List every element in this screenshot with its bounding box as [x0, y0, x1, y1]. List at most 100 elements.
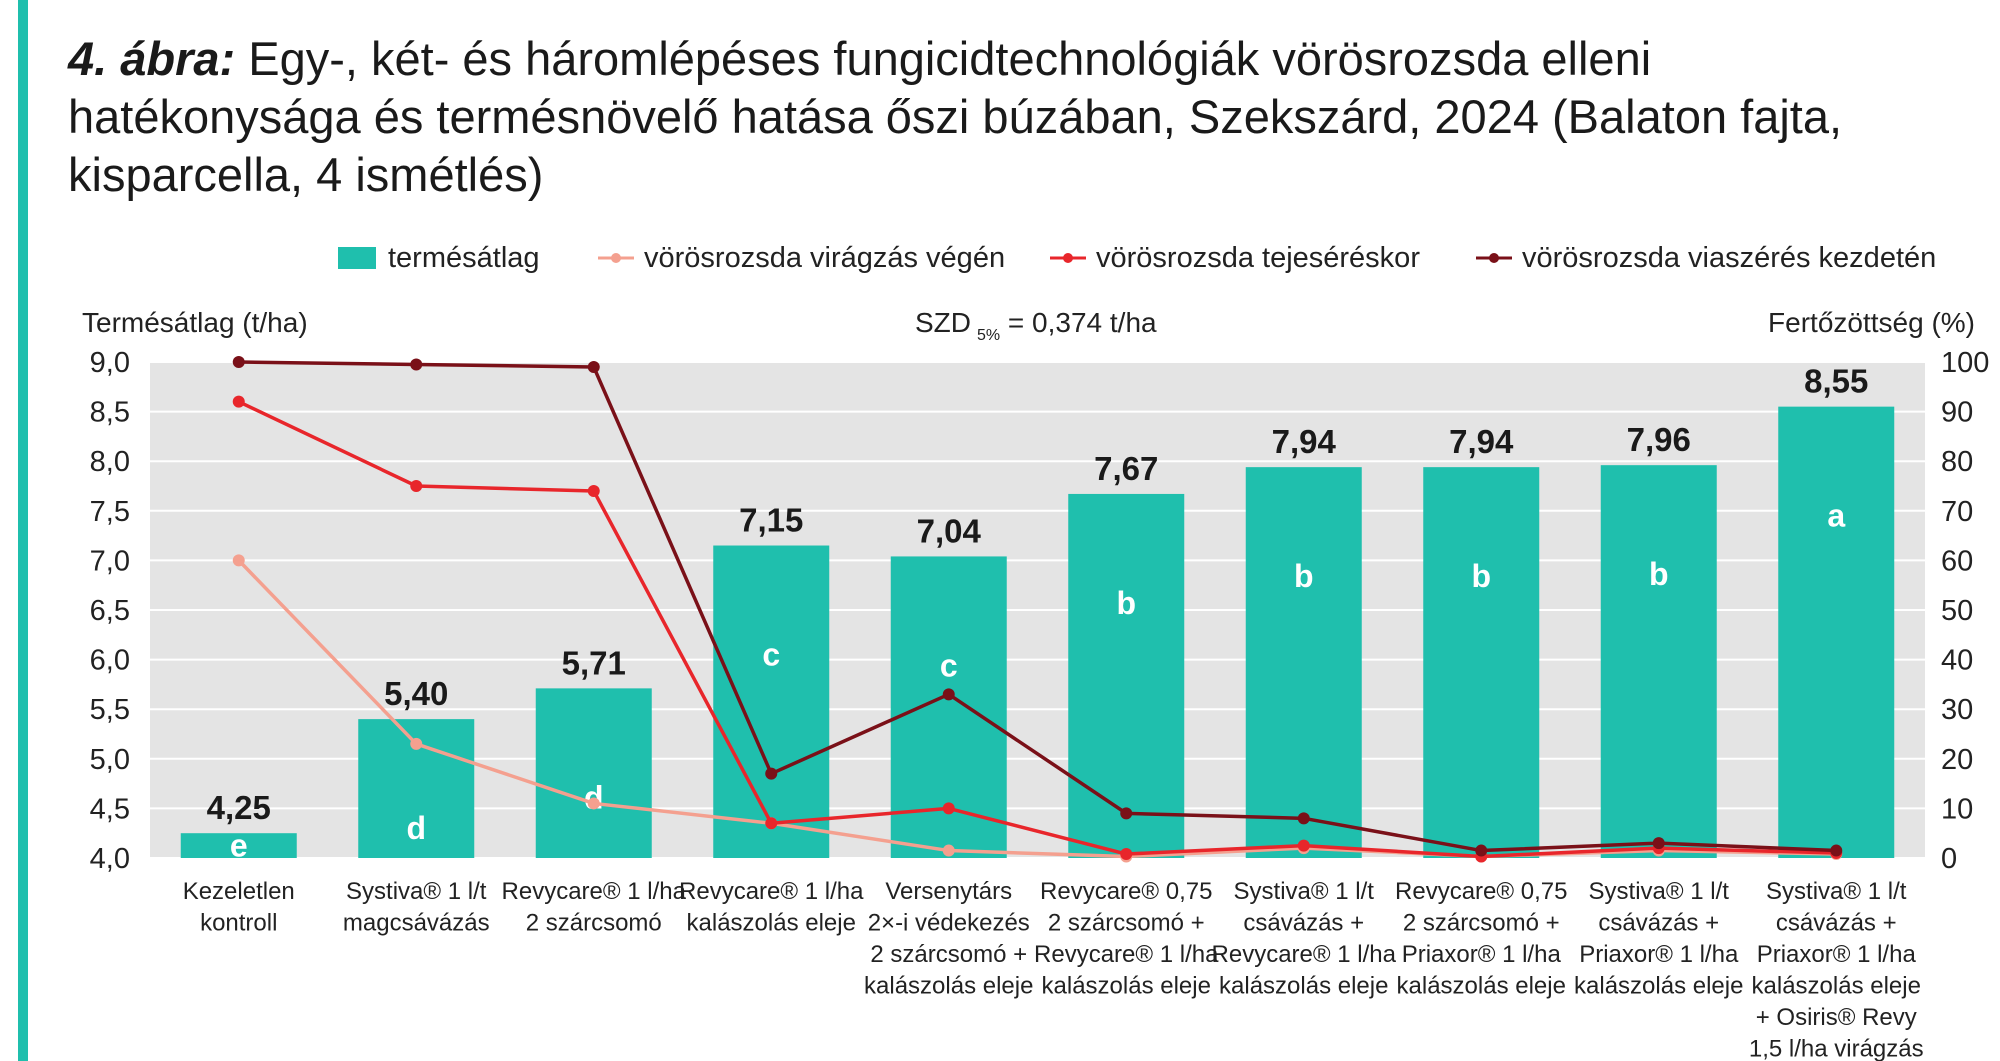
y-right-tick-label: 10: [1941, 793, 1973, 825]
y-left-tick-label: 8,0: [90, 446, 130, 478]
bar-significance-letter: d: [584, 779, 604, 815]
line-point: [232, 356, 245, 368]
line-point: [1475, 844, 1488, 857]
y-right-tick-label: 80: [1941, 446, 1973, 478]
line-point: [587, 797, 600, 810]
legend-swatch-viragzas: [598, 253, 634, 263]
title-line-2: hatékonysága és termésnövelő hatása őszi…: [68, 90, 1843, 143]
y-left-tick-label: 6,0: [90, 645, 130, 677]
x-category-label: magcsávázás: [343, 910, 490, 937]
y-right-tick-label: 40: [1941, 645, 1973, 677]
legend-label-viragzas: vörösrozsda virágzás végén: [644, 241, 1006, 274]
bar-value-label: 7,67: [1094, 450, 1158, 487]
bar-significance-letter: b: [1471, 558, 1491, 594]
x-category-label: Systiva® 1 l/t: [1589, 878, 1730, 905]
y-left-tick-label: 8,5: [90, 397, 130, 429]
line-point: [232, 554, 245, 567]
line-point: [1297, 812, 1310, 825]
line-series-2: [237, 400, 1837, 859]
x-category-label: Priaxor® 1 l/ha: [1579, 941, 1739, 968]
x-category-label: Revycare® 0,75: [1395, 878, 1567, 905]
y-left-tick-label: 7,0: [90, 545, 130, 577]
bar-significance-letter: b: [1649, 556, 1669, 592]
szd-value: = 0,374 t/ha: [1000, 307, 1157, 338]
x-category-label: kalászolás eleje: [1574, 973, 1743, 1000]
x-category-label: 1,5 l/ha virágzás: [1749, 1036, 1924, 1061]
x-category-label: Systiva® 1 l/t: [346, 878, 487, 905]
bar-value-label: 4,25: [207, 789, 271, 826]
x-category-label: Kezeletlen: [183, 878, 295, 905]
line-point: [765, 817, 778, 830]
y-right-tick-label: 70: [1941, 496, 1973, 528]
title-line-3: kisparcella, 4 ismétlés): [68, 148, 544, 201]
bar-significance-letter: c: [940, 647, 958, 683]
bar-significance-letter: c: [762, 637, 780, 673]
x-category-label: Versenytárs: [885, 878, 1012, 905]
szd-annotation: SZD 5% = 0,374 t/ha: [915, 307, 1157, 344]
line-point: [942, 802, 955, 815]
x-category-label: csávázás +: [1776, 910, 1897, 937]
plot-area: 4,0 0 4,5 10 5,0 20 5,5 30 6,0 40 6,5 50 7,0 60 7,5 70 8…: [90, 347, 1990, 1061]
bar-value-label: 7,04: [917, 512, 982, 549]
x-category-label: kalászolás eleje: [1219, 973, 1388, 1000]
bar: [1245, 467, 1362, 858]
x-category-label: Priaxor® 1 l/ha: [1402, 941, 1562, 968]
legend-item-tejeseres: vörösrozsda tejeséréskor: [1050, 238, 1420, 278]
bar-significance-letter: b: [1116, 585, 1136, 621]
bar-significance-letter: d: [406, 810, 426, 846]
bar-value-label: 5,71: [562, 644, 626, 681]
x-category-label: kalászolás eleje: [1042, 973, 1211, 1000]
x-category-label: Revycare® 0,75: [1040, 878, 1212, 905]
line-point: [587, 360, 600, 373]
legend-swatch-viaszeres: [1476, 253, 1512, 263]
bar-significance-letter: b: [1294, 558, 1314, 594]
line-point: [942, 844, 955, 857]
x-category-label: Priaxor® 1 l/ha: [1757, 941, 1917, 968]
bar: [1068, 493, 1185, 858]
bar-significance-letter: e: [230, 828, 248, 864]
x-category-label: kalászolás eleje: [687, 910, 856, 937]
line-point: [1120, 807, 1133, 820]
legend-swatch-tejeseres: [1050, 253, 1086, 263]
bar: [1600, 465, 1717, 858]
legend-label-viaszeres: vörösrozsda viaszérés kezdetén: [1522, 241, 1937, 274]
y-right-tick-label: 100: [1941, 347, 1989, 379]
bar: [535, 688, 652, 858]
bar-value-label: 8,55: [1804, 363, 1868, 400]
y-left-tick-label: 4,0: [90, 843, 130, 875]
x-category-label: 2 szárcsomó: [526, 910, 662, 937]
y-left-tick-label: 5,0: [90, 744, 130, 776]
bar-value-label: 7,94: [1272, 423, 1337, 460]
x-category-label: 2 szárcsomó +: [1403, 910, 1560, 937]
y-right-tick-label: 30: [1941, 694, 1973, 726]
y-right-tick-label: 20: [1941, 744, 1973, 776]
x-category-label: kontroll: [200, 910, 277, 937]
x-category-label: csávázás +: [1598, 910, 1719, 937]
x-category-label: Revycare® 1 l/ha: [1212, 941, 1397, 968]
y-left-tick-label: 6,5: [90, 595, 130, 627]
y-left-axis-label: Termésátlag (t/ha): [82, 307, 308, 338]
title-line-1: Egy-, két- és háromlépéses fungicidtechn…: [235, 32, 1652, 85]
x-category-label: kalászolás eleje: [1397, 973, 1566, 1000]
line-point: [942, 688, 955, 701]
y-right-tick-label: 0: [1941, 843, 1957, 875]
line-point: [587, 484, 600, 497]
x-category-label: Systiva® 1 l/t: [1234, 878, 1375, 905]
line-point: [1297, 839, 1310, 852]
chart-legend: termésátlag vörösrozsda virágzás végén v…: [0, 238, 2000, 278]
bar: [180, 833, 297, 858]
bar: [1778, 406, 1895, 858]
szd-prefix: SZD: [915, 307, 971, 338]
line-point: [410, 480, 423, 492]
x-category-label: Revycare® 1 l/ha: [1034, 941, 1219, 968]
line-series-3: [238, 360, 1837, 853]
legend-item-viaszeres: vörösrozsda viaszérés kezdetén: [1476, 238, 1936, 278]
x-category-label: 2 szárcsomó +: [870, 941, 1027, 968]
legend-label-tejeseres: vörösrozsda tejeséréskor: [1096, 241, 1420, 274]
legend-item-termesatlag: termésátlag: [338, 238, 540, 278]
bar-significance-letter: a: [1827, 498, 1845, 534]
x-category-label: 2×-i védekezés: [868, 910, 1030, 937]
bar-value-label: 5,40: [384, 675, 448, 712]
y-left-tick-label: 9,0: [90, 347, 130, 379]
